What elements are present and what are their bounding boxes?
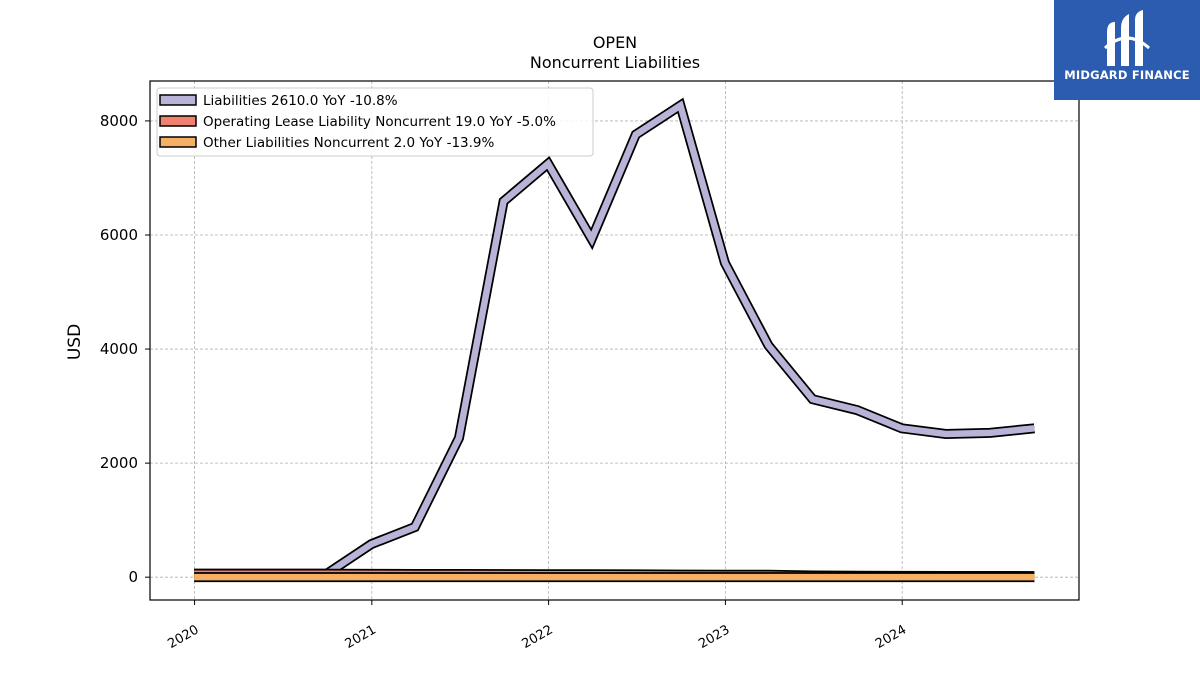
y-tick-label: 2000 bbox=[100, 454, 138, 472]
legend-label: Other Liabilities Noncurrent 2.0 YoY -13… bbox=[203, 135, 495, 151]
series-outline bbox=[194, 97, 1035, 579]
series-layer bbox=[194, 97, 1035, 583]
x-tick-label: 2021 bbox=[343, 622, 379, 652]
legend-box bbox=[156, 87, 594, 157]
legend-label: Liabilities 2610.0 YoY -10.8% bbox=[203, 93, 398, 109]
legend-swatch bbox=[159, 136, 197, 148]
brand-name: MIDGARD FINANCE bbox=[1064, 68, 1190, 82]
brand-logo: MIDGARD FINANCE bbox=[1054, 0, 1200, 100]
y-tick-label: 8000 bbox=[100, 112, 138, 130]
legend-swatch bbox=[159, 94, 197, 106]
chart-subtitle: Noncurrent Liabilities bbox=[530, 53, 700, 72]
plot-frame bbox=[149, 80, 1080, 601]
chart-title: OPEN bbox=[593, 33, 637, 52]
y-axis-label: USD bbox=[65, 324, 85, 360]
midgard-logo-icon bbox=[1103, 10, 1151, 66]
legend-swatch bbox=[159, 115, 197, 127]
y-tick-label: 6000 bbox=[100, 226, 138, 244]
x-tick-label: 2024 bbox=[873, 622, 909, 652]
legend: Liabilities 2610.0 YoY -10.8% Operating L… bbox=[156, 87, 594, 157]
y-tick-label: 0 bbox=[128, 568, 138, 586]
x-tick-label: 2020 bbox=[165, 622, 201, 652]
x-tick-label: 2023 bbox=[696, 622, 732, 652]
x-tick-label: 2022 bbox=[519, 622, 555, 652]
grid bbox=[150, 81, 1079, 600]
series-line-0 bbox=[194, 97, 1035, 579]
legend-label: Operating Lease Liability Noncurrent 19.… bbox=[203, 114, 556, 130]
y-tick-label: 4000 bbox=[100, 340, 138, 358]
